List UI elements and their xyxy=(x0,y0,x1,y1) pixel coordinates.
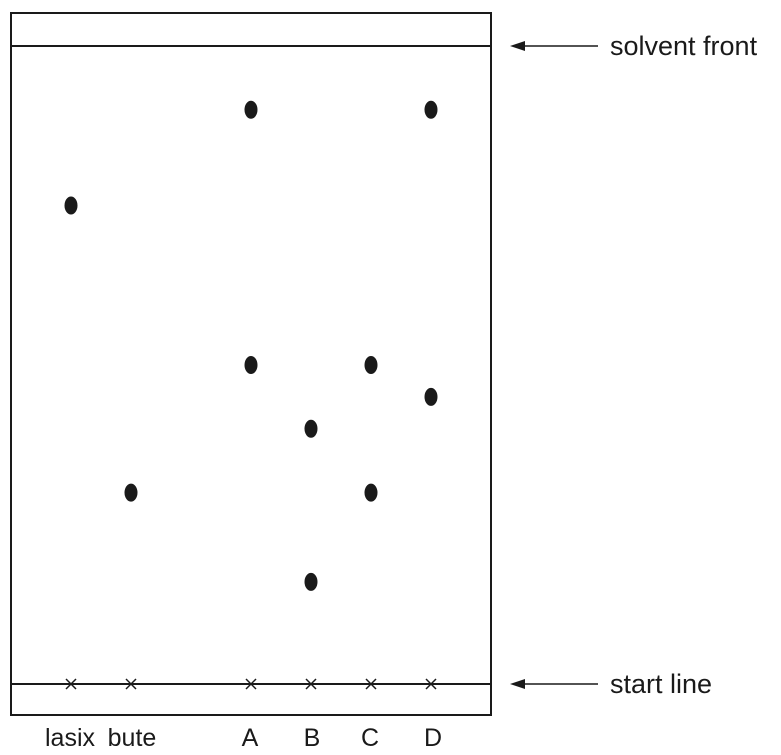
lane-label-lasix: lasix xyxy=(45,724,96,752)
solvent-front-label: solvent front xyxy=(610,31,758,61)
spot-c-1 xyxy=(364,356,378,374)
spot-bute-1 xyxy=(124,483,138,502)
lane-label-c: C xyxy=(361,724,379,752)
spot-c-2 xyxy=(364,483,378,502)
spots xyxy=(64,100,438,591)
lane-label-d: D xyxy=(424,724,442,752)
start-mark-b xyxy=(305,678,317,690)
start-mark-bute xyxy=(125,678,137,690)
solvent-front-arrow-head xyxy=(510,41,525,51)
start-mark-c xyxy=(365,678,377,690)
spot-b-1 xyxy=(304,419,318,438)
lane-label-a: A xyxy=(242,724,259,752)
start-line-arrow-head xyxy=(510,679,525,689)
start-line-annotation: start line xyxy=(510,669,712,699)
spot-lasix-1 xyxy=(64,196,78,215)
start-mark-d xyxy=(425,678,437,690)
start-marks xyxy=(65,678,437,690)
start-mark-a xyxy=(245,678,257,690)
spot-a-1 xyxy=(244,100,258,119)
start-line-label: start line xyxy=(610,669,712,699)
spot-d-1 xyxy=(424,100,438,119)
spot-a-2 xyxy=(244,356,258,374)
lane-label-bute: bute xyxy=(108,724,157,752)
spot-d-2 xyxy=(424,387,438,406)
spot-b-2 xyxy=(304,572,318,591)
plate-outline xyxy=(10,12,492,716)
start-mark-lasix xyxy=(65,678,77,690)
lane-labels: lasix bute A B C D xyxy=(45,724,442,752)
lane-label-b: B xyxy=(304,724,321,752)
solvent-front-annotation: solvent front xyxy=(510,31,758,61)
